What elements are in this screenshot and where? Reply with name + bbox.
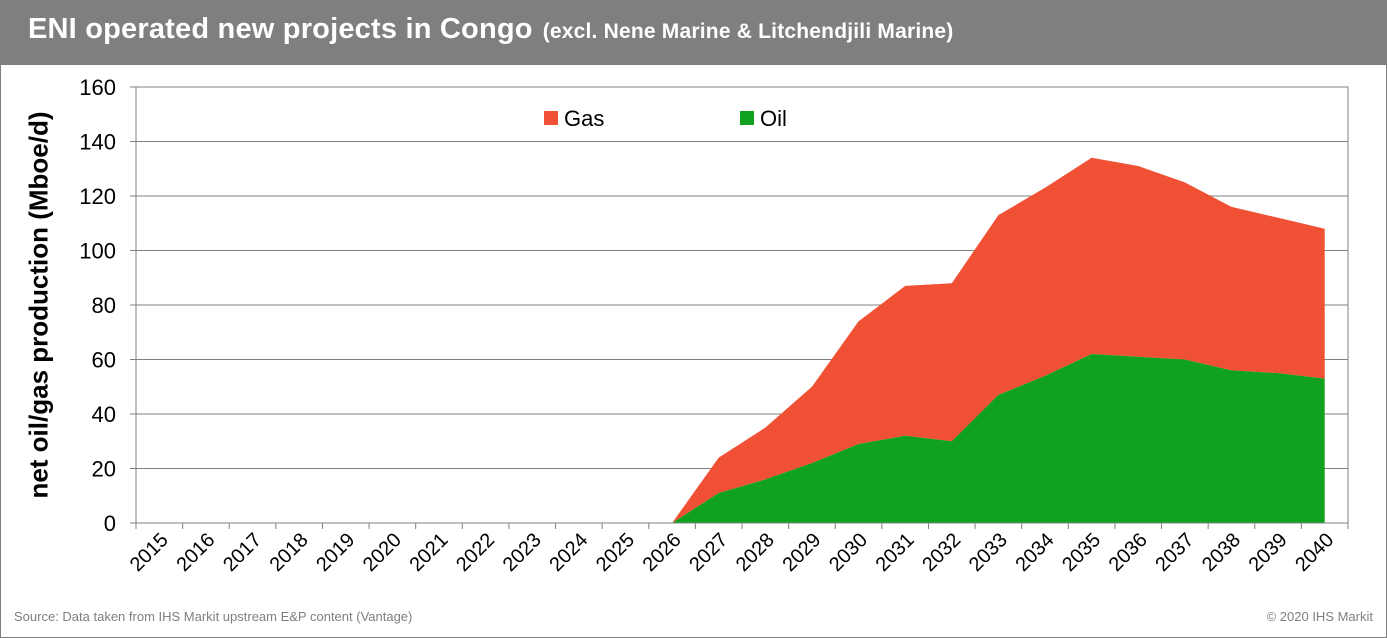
x-tick-label: 2020 <box>359 529 406 576</box>
chart-subtitle: (excl. Nene Marine & Litchendjili Marine… <box>542 20 954 43</box>
x-tick-label: 2022 <box>452 529 499 576</box>
x-tick-label: 2032 <box>918 529 965 576</box>
x-tick-label: 2035 <box>1058 529 1105 576</box>
chart-title-text: ENI operated new projects in Congo <box>28 13 533 45</box>
copyright-note: © 2020 IHS Markit <box>1266 609 1373 624</box>
title-bar: ENI operated new projects in Congo (excl.… <box>1 1 1386 65</box>
x-tick-label: 2027 <box>685 529 732 576</box>
x-tick-label: 2029 <box>778 529 825 576</box>
series-area-gas <box>159 157 1325 524</box>
legend-label-gas: Gas <box>564 106 604 131</box>
y-tick-label: 160 <box>79 75 116 100</box>
data-areas <box>159 157 1325 524</box>
y-tick-label: 100 <box>79 239 116 264</box>
x-tick-label: 2031 <box>872 529 919 576</box>
x-tick-label: 2028 <box>732 529 779 576</box>
x-tick-label: 2025 <box>592 529 639 576</box>
x-tick-label: 2023 <box>499 529 546 576</box>
y-tick-label: 0 <box>104 511 116 536</box>
legend-swatch-oil <box>740 111 754 125</box>
x-tick-label: 2017 <box>219 529 266 576</box>
legend-swatch-gas <box>544 111 558 125</box>
y-tick-label: 60 <box>92 348 116 373</box>
x-tick-label: 2034 <box>1012 529 1059 576</box>
x-tick-label: 2021 <box>406 529 453 576</box>
x-tick-label: 2015 <box>126 529 173 576</box>
x-tick-label: 2033 <box>965 529 1012 576</box>
x-tick-label: 2037 <box>1151 529 1198 576</box>
x-tick-label: 2018 <box>266 529 313 576</box>
x-tick-label: 2016 <box>172 529 219 576</box>
chart-title: ENI operated new projects in Congo (excl.… <box>28 13 953 46</box>
y-tick-label: 20 <box>92 457 116 482</box>
legend: Gas Oil <box>544 106 787 131</box>
x-tick-label: 2026 <box>639 529 686 576</box>
source-note: Source: Data taken from IHS Markit upstr… <box>14 609 413 624</box>
x-tick-label: 2030 <box>825 529 872 576</box>
x-tick-label: 2038 <box>1198 529 1245 576</box>
legend-label-oil: Oil <box>760 106 787 131</box>
y-tick-label: 120 <box>79 184 116 209</box>
x-tick-label: 2024 <box>545 529 592 576</box>
x-tick-label: 2040 <box>1291 529 1338 576</box>
series-area-oil <box>159 354 1325 523</box>
y-tick-label: 140 <box>79 130 116 155</box>
x-tick-label: 2019 <box>312 529 359 576</box>
x-tick-label: 2036 <box>1105 529 1152 576</box>
x-tick-label: 2039 <box>1245 529 1292 576</box>
y-tick-label: 40 <box>92 402 116 427</box>
y-tick-label: 80 <box>92 293 116 318</box>
